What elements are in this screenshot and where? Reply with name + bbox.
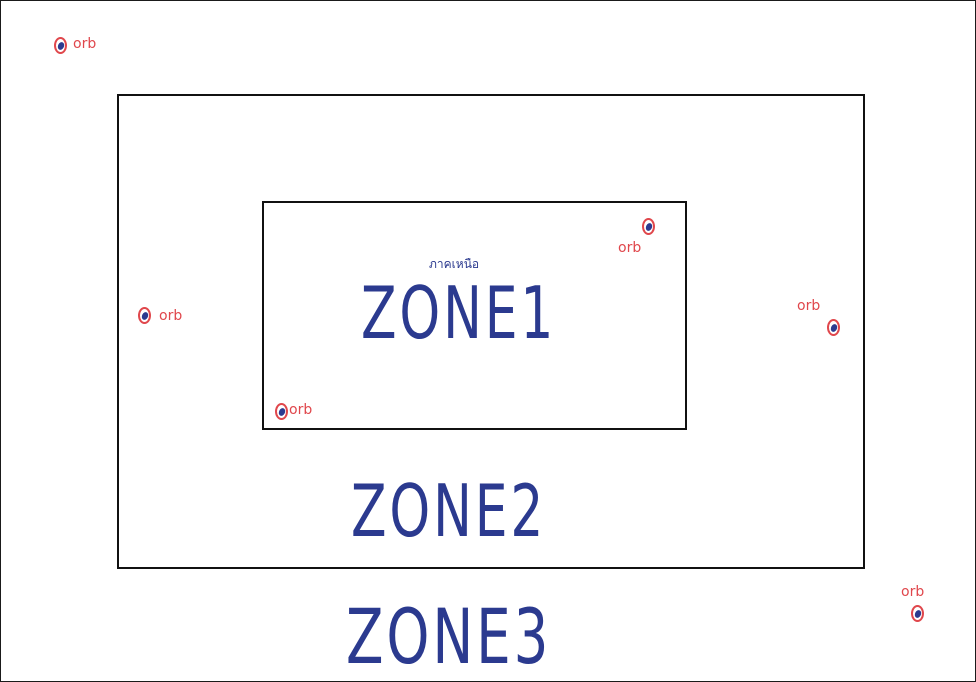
orb-label: orb bbox=[618, 240, 642, 256]
orb-marker-icon bbox=[911, 605, 924, 622]
zone2-boundary bbox=[117, 94, 865, 569]
orb-dot-icon bbox=[913, 608, 922, 619]
orb-label: orb bbox=[159, 308, 183, 324]
orb-marker-icon bbox=[275, 403, 288, 420]
zone3-label: ZONE3 bbox=[346, 592, 552, 681]
orb-label: orb bbox=[901, 584, 925, 600]
orb-marker-icon bbox=[827, 319, 840, 336]
orb-marker-icon bbox=[138, 307, 151, 324]
orb-label: orb bbox=[797, 298, 821, 314]
orb-dot-icon bbox=[644, 221, 653, 232]
orb-label: orb bbox=[289, 402, 313, 418]
orb-dot-icon bbox=[829, 322, 838, 333]
zone1-boundary bbox=[262, 201, 687, 430]
zone2-label: ZONE2 bbox=[351, 469, 547, 553]
orb-marker-icon bbox=[54, 37, 67, 54]
orb-label: orb bbox=[73, 36, 97, 52]
zone1-label: ZONE1 bbox=[361, 271, 557, 355]
zone1-note: ภาคเหนือ bbox=[429, 257, 480, 271]
orb-dot-icon bbox=[56, 40, 65, 51]
orb-marker-icon bbox=[642, 218, 655, 235]
orb-dot-icon bbox=[140, 310, 149, 321]
orb-dot-icon bbox=[277, 406, 286, 417]
